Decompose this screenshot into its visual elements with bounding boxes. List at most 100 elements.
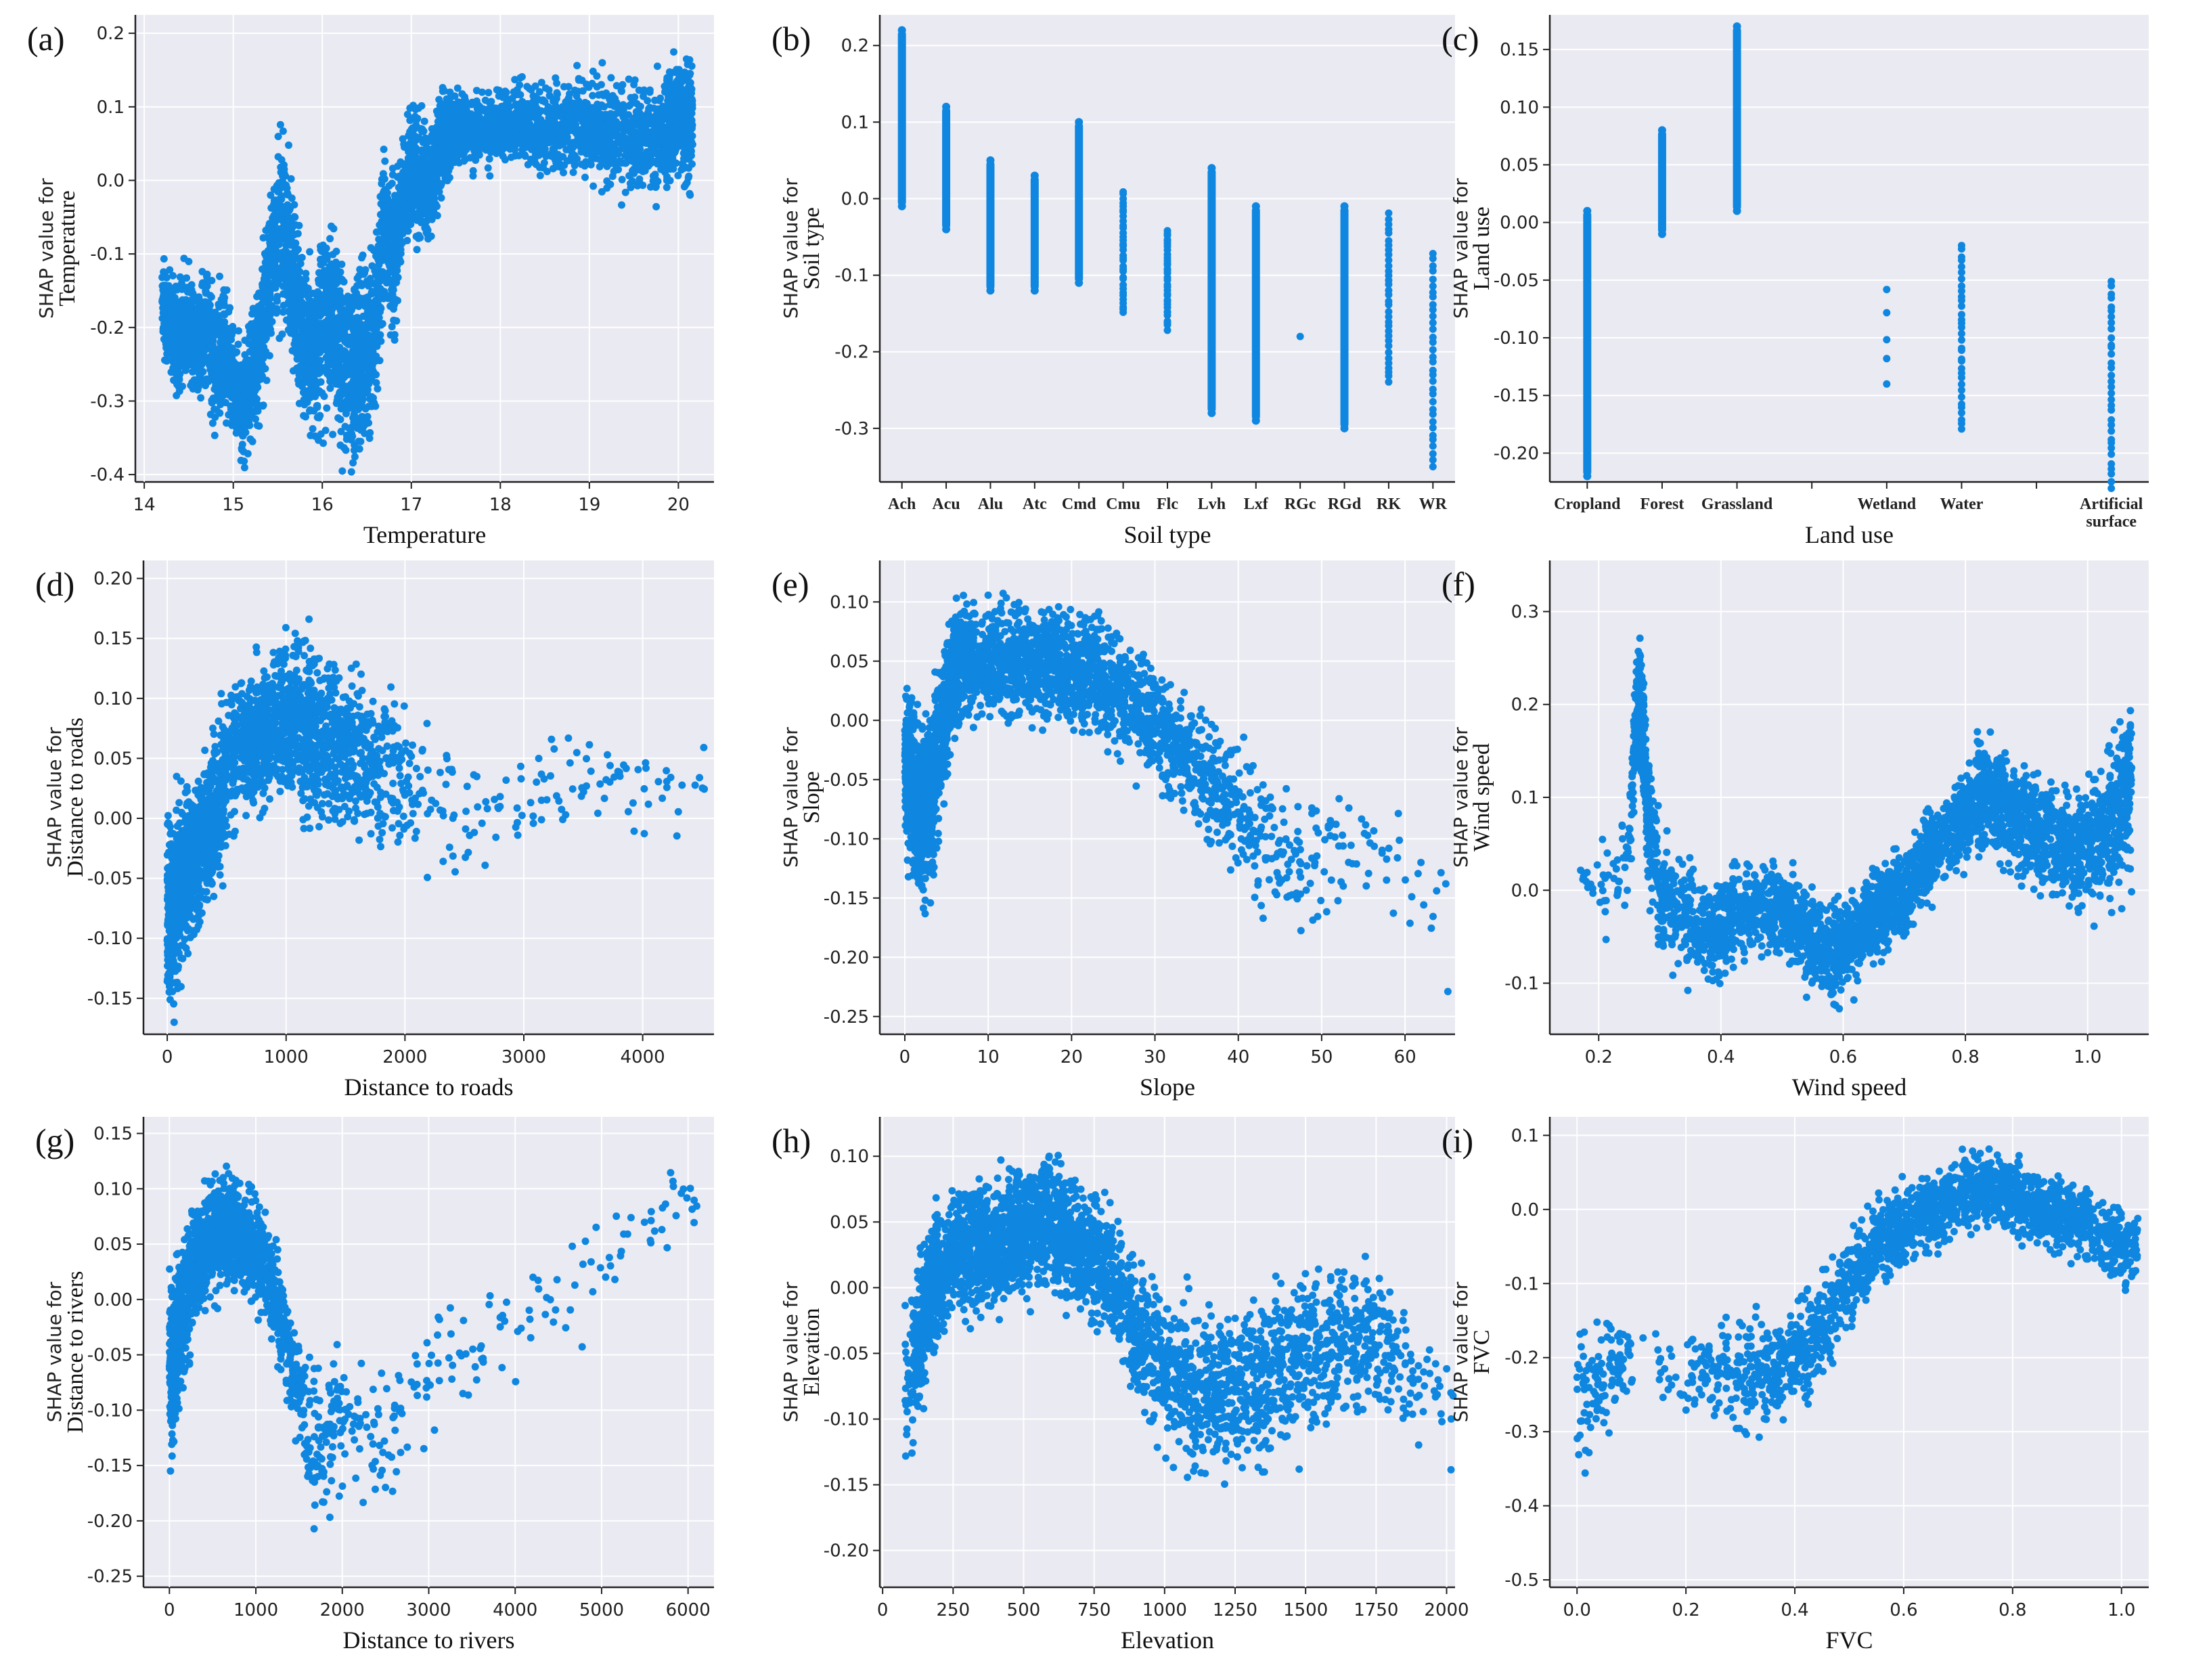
- scatter-point: [292, 255, 300, 262]
- x-tick-label: 19: [578, 495, 600, 515]
- scatter-point: [170, 335, 177, 342]
- scatter-point: [329, 430, 336, 438]
- scatter-point: [339, 299, 347, 307]
- scatter-point: [375, 261, 382, 269]
- scatter-point: [346, 367, 353, 374]
- scatter-point: [171, 286, 179, 293]
- scatter-point: [323, 244, 330, 252]
- scatter-point: [347, 425, 355, 433]
- scatter-point: [295, 222, 303, 229]
- y-tick-label: -0.1: [90, 244, 125, 265]
- scatter-point: [215, 328, 222, 335]
- scatter-point: [222, 399, 229, 406]
- scatter-point: [360, 326, 367, 334]
- scatter-point: [302, 270, 309, 278]
- scatter-point: [231, 390, 239, 397]
- scatter-point: [161, 282, 169, 289]
- scatter-point: [203, 273, 210, 280]
- scatter-point: [168, 368, 175, 376]
- y-tick-label: -0.2: [90, 318, 125, 338]
- scatter-point: [323, 404, 330, 412]
- scatter-point: [196, 350, 203, 357]
- scatter-point: [365, 282, 372, 290]
- scatter-point: [306, 248, 313, 256]
- scatter-point: [240, 394, 247, 401]
- scatter-point: [354, 405, 361, 412]
- scatter-point: [374, 299, 382, 306]
- scatter-point: [356, 374, 363, 381]
- scatter-point: [303, 288, 310, 296]
- scatter-point: [294, 274, 302, 282]
- scatter-point: [212, 396, 219, 403]
- scatter-point: [311, 364, 319, 372]
- scatter-point: [328, 296, 336, 303]
- scatter-point: [275, 198, 282, 206]
- y-tick-label: 0.1: [97, 97, 125, 118]
- scatter-point: [203, 336, 210, 343]
- scatter-point: [255, 422, 263, 430]
- scatter-point: [338, 261, 345, 268]
- scatter-point: [160, 255, 168, 263]
- scatter-point: [340, 347, 348, 355]
- scatter-point: [302, 391, 309, 399]
- scatter-point: [206, 305, 213, 313]
- scatter-point: [321, 296, 328, 303]
- scatter-point: [259, 361, 266, 369]
- scatter-point: [233, 349, 240, 356]
- scatter-point: [366, 345, 374, 352]
- scatter-point: [241, 336, 248, 344]
- scatter-point: [284, 190, 291, 197]
- scatter-point: [330, 304, 337, 311]
- scatter-point: [356, 353, 363, 361]
- scatter-point: [240, 448, 247, 456]
- scatter-point: [266, 352, 273, 359]
- scatter-point: [346, 300, 353, 307]
- scatter-point: [278, 156, 286, 164]
- scatter-point: [322, 426, 330, 434]
- scatter-point: [338, 428, 345, 435]
- scatter-point: [239, 405, 246, 413]
- scatter-point: [349, 459, 357, 466]
- scatter-point: [285, 141, 292, 149]
- scatter-point: [323, 331, 330, 338]
- scatter-point: [160, 309, 167, 317]
- scatter-point: [259, 309, 267, 316]
- scatter-point: [303, 376, 310, 384]
- scatter-point: [338, 275, 345, 283]
- scatter-point: [355, 318, 363, 326]
- scatter-point: [231, 373, 238, 380]
- scatter-point: [167, 310, 175, 317]
- scatter-point: [182, 367, 189, 374]
- scatter-point: [250, 392, 257, 399]
- scatter-point: [290, 201, 298, 208]
- scatter-point: [359, 252, 367, 259]
- scatter-point: [364, 293, 372, 301]
- scatter-point: [230, 359, 238, 366]
- scatter-point: [377, 193, 384, 200]
- scatter-point: [355, 303, 363, 310]
- scatter-point: [328, 261, 335, 268]
- scatter-point: [259, 372, 266, 380]
- scatter-point: [203, 326, 210, 333]
- scatter-point: [226, 304, 233, 311]
- scatter-point: [365, 335, 372, 342]
- y-tick-label: -0.4: [90, 465, 125, 485]
- scatter-point: [259, 342, 266, 349]
- scatter-point: [338, 378, 345, 386]
- scatter-point: [292, 248, 300, 255]
- x-tick-label: 20: [667, 495, 690, 515]
- scatter-point: [223, 388, 231, 395]
- scatter-point: [194, 386, 202, 394]
- scatter-point: [294, 376, 302, 384]
- scatter-point: [197, 394, 204, 401]
- scatter-point: [292, 263, 300, 270]
- scatter-point: [338, 467, 346, 474]
- scatter-point: [361, 266, 369, 273]
- scatter-point: [284, 250, 291, 257]
- scatter-point: [368, 262, 376, 269]
- scatter-point: [366, 429, 374, 437]
- scatter-point: [363, 389, 371, 397]
- scatter-point: [158, 273, 166, 281]
- scatter-point: [275, 272, 283, 280]
- scatter-point: [348, 399, 355, 407]
